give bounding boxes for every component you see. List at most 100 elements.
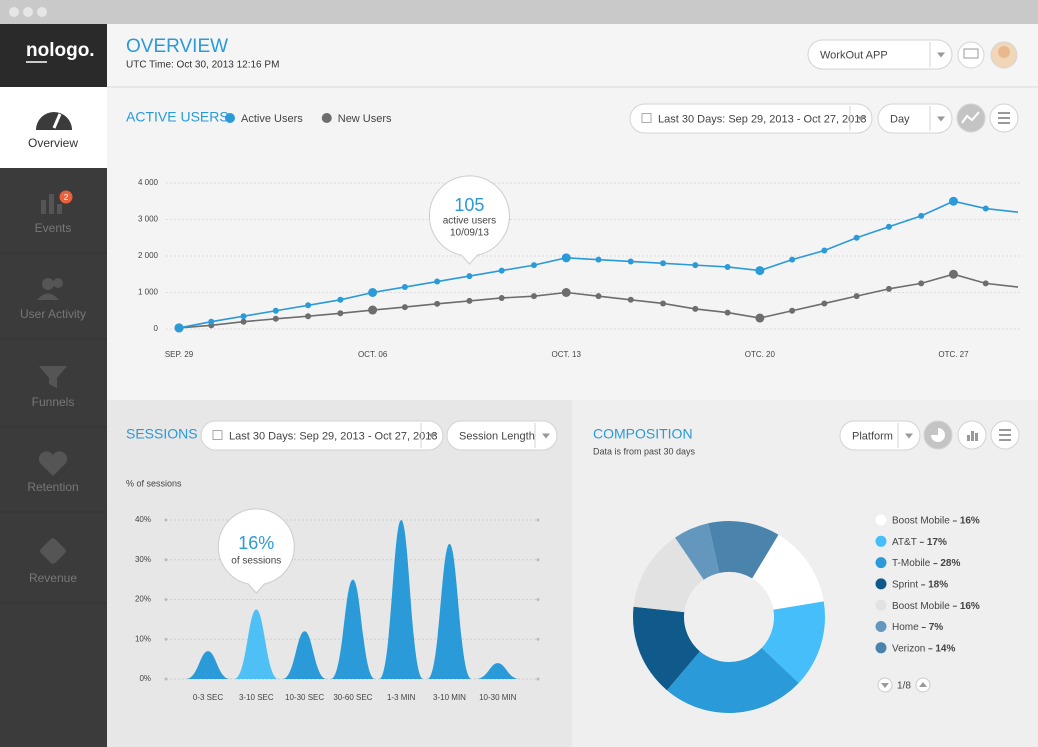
dropdown[interactable]	[446, 420, 558, 451]
dropdown-label: WorkOut APP	[820, 49, 888, 61]
pie-slice	[666, 647, 799, 714]
dropdown[interactable]	[629, 103, 873, 134]
dropdown-arrow	[905, 433, 913, 439]
overview-icon	[52, 113, 62, 129]
badge	[59, 190, 73, 204]
x-tick-label: 3-10 MIN	[433, 693, 466, 702]
tooltip	[217, 508, 295, 594]
legend-swatch	[875, 557, 887, 569]
y-tick-label: 40%	[135, 515, 151, 524]
data-point	[627, 296, 634, 303]
panel-title: ACTIVE USERS	[126, 109, 229, 125]
data-point	[466, 273, 473, 280]
user-icon	[42, 278, 54, 290]
x-tick-label: OTC. 20	[745, 350, 776, 359]
nav-label[interactable]: Retention	[27, 480, 78, 494]
nav-label[interactable]: Funnels	[32, 395, 75, 409]
data-point	[982, 280, 989, 287]
legend-value: 14%	[935, 643, 955, 654]
x-tick-label: SEP. 29	[165, 350, 194, 359]
dropdown-arrow	[937, 116, 945, 122]
data-point	[368, 305, 378, 315]
x-tick-label: 1-3 MIN	[387, 693, 416, 702]
data-point	[498, 294, 505, 301]
badge-count: 2	[64, 193, 69, 202]
data-point	[982, 205, 989, 212]
data-point	[305, 313, 312, 320]
data-point	[368, 288, 378, 297]
dropdown[interactable]	[877, 103, 953, 134]
data-point	[337, 296, 344, 303]
legend-swatch	[875, 621, 887, 632]
data-point	[692, 305, 699, 312]
x-tick-label: 10-30 MIN	[479, 693, 517, 702]
nav-label[interactable]: Revenue	[29, 571, 77, 585]
window-bar	[0, 0, 1038, 24]
grid-end	[536, 598, 540, 601]
data-point	[240, 313, 247, 320]
bar-icon	[975, 433, 978, 441]
legend-label: Verizon	[892, 643, 925, 654]
pie-slice	[633, 606, 700, 691]
x-tick-label: 10-30 SEC	[285, 693, 324, 702]
data-point	[853, 293, 860, 300]
legend-swatch	[875, 535, 887, 547]
page-subtitle: UTC Time: Oct 30, 2013 12:16 PM	[126, 60, 279, 71]
calendar-icon	[641, 113, 652, 123]
grid-end	[536, 558, 540, 562]
legend-value: 16%	[960, 601, 980, 612]
y-tick-label: 4 000	[138, 178, 159, 187]
y-tick-label: 10%	[135, 634, 151, 643]
dropdown[interactable]	[200, 420, 444, 451]
download-button[interactable]	[957, 41, 985, 69]
legend-label: T-Mobile	[892, 558, 931, 569]
sessions-panel	[107, 400, 572, 747]
data-point	[821, 300, 828, 307]
data-point	[885, 223, 892, 230]
window-button[interactable]	[37, 7, 47, 17]
grid-end	[536, 518, 540, 522]
x-tick-label: 30-60 SEC	[333, 693, 372, 702]
logo: nologo.	[26, 40, 95, 61]
dropdown-label: Last 30 Days: Sep 29, 2013 - Oct 27, 201…	[658, 113, 867, 125]
grid-end	[164, 677, 168, 681]
data-point	[561, 253, 571, 263]
y-tick-label: 0	[154, 324, 159, 333]
active-users-panel	[107, 88, 1038, 400]
bar	[475, 663, 520, 679]
nav-label[interactable]: User Activity	[20, 307, 86, 321]
legend-swatch	[225, 113, 235, 123]
y-tick-label: 2 000	[138, 251, 159, 260]
page-title: OVERVIEW	[126, 36, 228, 57]
overview-icon	[36, 112, 72, 130]
events-icon	[41, 200, 46, 214]
window-button[interactable]	[9, 7, 19, 17]
dropdown[interactable]	[807, 39, 953, 70]
tooltip-value: 105	[454, 195, 484, 215]
legend-value: 16%	[960, 516, 980, 527]
pie-slice	[633, 537, 704, 613]
legend-swatch	[875, 578, 887, 590]
data-point	[789, 307, 796, 314]
panel-title: COMPOSITION	[593, 426, 693, 442]
dropdown-label: Last 30 Days: Sep 29, 2013 - Oct 27, 201…	[229, 430, 438, 442]
nav-label[interactable]: Overview	[28, 136, 78, 150]
dropdown[interactable]	[839, 420, 921, 451]
heart-icon	[38, 451, 68, 476]
nav-label[interactable]: Events	[35, 221, 72, 235]
legend-swatch	[321, 113, 332, 123]
data-point	[755, 266, 765, 276]
legend-value: 17%	[927, 537, 947, 548]
legend-value: 18%	[928, 580, 948, 591]
dropdown-arrow	[428, 433, 436, 439]
data-point	[755, 313, 765, 323]
data-point	[498, 267, 505, 274]
dropdown-label: Platform	[852, 430, 893, 442]
window-button[interactable]	[23, 7, 33, 17]
data-point	[208, 318, 215, 325]
events-icon	[57, 204, 62, 214]
bar	[234, 609, 279, 679]
bar	[379, 520, 424, 679]
user-icon	[53, 278, 63, 288]
pie-slice	[675, 523, 720, 580]
